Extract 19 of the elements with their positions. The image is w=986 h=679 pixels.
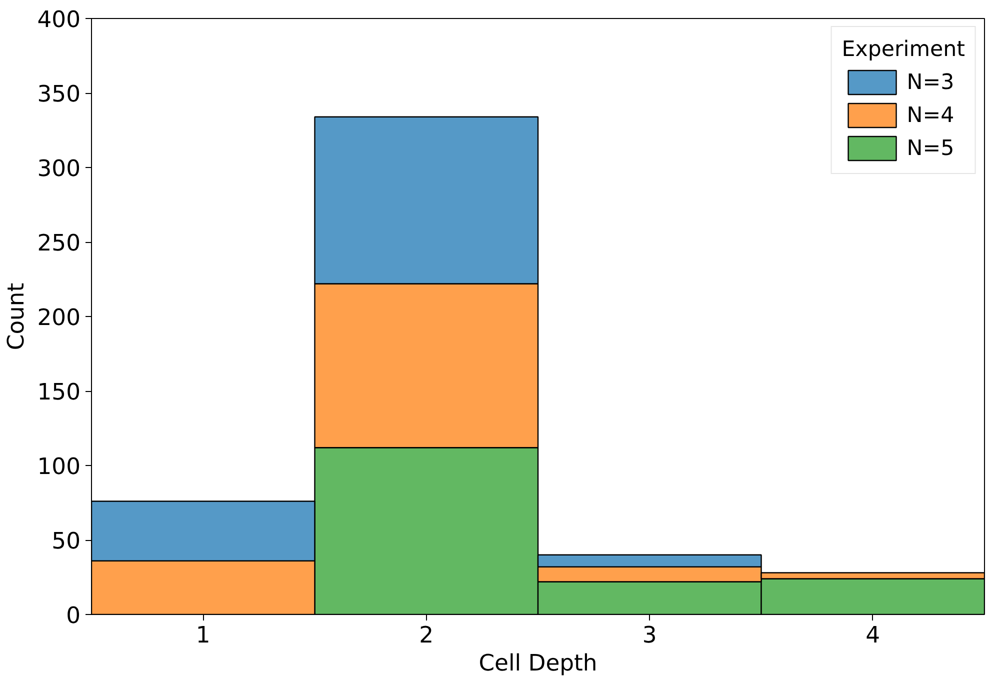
legend-label: N=5 (906, 136, 954, 160)
y-tick-label: 350 (37, 82, 81, 108)
y-tick-label: 100 (37, 454, 81, 480)
y-tick-label: 200 (37, 305, 81, 331)
legend-label: N=3 (906, 70, 954, 94)
x-axis-title: Cell Depth (478, 650, 598, 676)
y-axis-title: Count (3, 282, 30, 350)
legend-title: Experiment (842, 37, 965, 62)
y-tick-label: 50 (52, 528, 81, 554)
y-tick-label: 0 (66, 603, 81, 629)
x-tick-label: 3 (642, 622, 657, 648)
y-tick-label: 250 (37, 230, 81, 256)
x-tick-label: 1 (196, 622, 210, 648)
y-tick-label: 300 (37, 156, 81, 182)
y-tick-label: 400 (37, 7, 81, 33)
x-tick-label: 4 (866, 622, 880, 648)
legend-label: N=4 (906, 102, 954, 128)
x-tick-label: 2 (419, 622, 434, 648)
y-tick-label: 150 (37, 380, 81, 406)
